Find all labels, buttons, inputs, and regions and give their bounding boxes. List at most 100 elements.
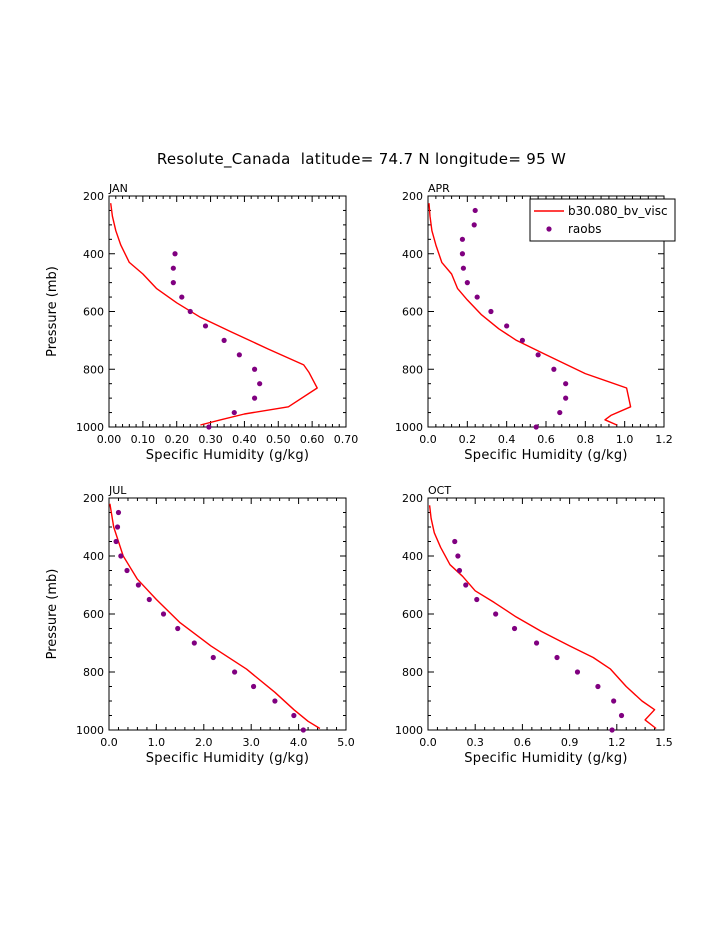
panel-jan: JAN 0.00 0.10 0.20 0.30 0.40 0.50 0.60 0.70 200 40… — [45, 182, 358, 463]
obs-point — [563, 395, 569, 401]
y-tick-label: 800 — [402, 666, 423, 679]
obs-point — [170, 280, 176, 286]
x-axis-label: Specific Humidity (g/kg) — [464, 751, 628, 766]
x-tick-label: 1.5 — [655, 736, 673, 749]
x-tick-label: 0.20 — [164, 433, 189, 446]
obs-point — [175, 625, 181, 632]
y-tick-label: 1000 — [395, 724, 423, 737]
y-tick-label: 400 — [402, 550, 423, 563]
panel-jul: JUL 0.0 1.0 2.0 3.0 4.0 5.0 200 400 600 800 1000 Spe… — [45, 484, 355, 766]
obs-point — [179, 294, 185, 300]
x-tick-label: 0.00 — [97, 433, 122, 446]
panel-label: APR — [428, 182, 450, 195]
obs-point — [535, 352, 541, 358]
obs-point — [455, 553, 461, 559]
y-axis-label: Pressure (mb) — [45, 569, 60, 660]
plot-frame — [427, 497, 665, 731]
y-axis-label: Pressure (mb) — [45, 266, 60, 357]
obs-point — [300, 727, 306, 733]
model-series-line — [110, 203, 318, 426]
y-tick-label: 800 — [83, 363, 104, 376]
panel-label: OCT — [428, 484, 451, 497]
x-tick-label: 0.50 — [266, 433, 291, 446]
y-tick-label: 1000 — [395, 421, 423, 434]
x-tick-label: 0.6 — [514, 736, 532, 749]
x-tick-label: 0.8 — [577, 433, 595, 446]
x-tick-label: 0.40 — [232, 433, 257, 446]
x-tick-label: 5.0 — [337, 736, 355, 749]
x-tick-label: 1.0 — [148, 736, 166, 749]
legend-obs-swatch — [546, 226, 552, 232]
obs-point — [115, 509, 122, 516]
obs-point — [554, 654, 560, 661]
legend-model-label: b30.080_bv_visc — [568, 204, 668, 218]
obs-point — [221, 337, 227, 343]
obs-point — [557, 409, 563, 416]
x-tick-label: 0.9 — [561, 736, 579, 749]
obs-point — [474, 294, 480, 300]
obs-point — [474, 596, 480, 603]
x-axis-label: Specific Humidity (g/kg) — [146, 751, 310, 766]
y-tick-label: 400 — [402, 248, 423, 261]
y-tick-label: 200 — [402, 190, 423, 203]
x-tick-label: 0.6 — [537, 433, 555, 446]
y-tick-label: 200 — [83, 492, 104, 505]
obs-point — [210, 654, 216, 661]
x-tick-label: 0.30 — [198, 433, 223, 446]
obs-point — [459, 236, 466, 242]
obs-point — [511, 625, 518, 632]
obs-point — [206, 424, 212, 430]
x-tick-label: 4.0 — [290, 736, 308, 749]
obs-point — [471, 222, 477, 228]
obs-point — [170, 265, 176, 271]
obs-point — [618, 712, 625, 719]
panel-label: JAN — [108, 182, 128, 195]
obs-point — [460, 265, 466, 271]
y-tick-label: 400 — [83, 550, 104, 563]
obs-point — [595, 683, 601, 690]
obs-point — [493, 611, 499, 617]
panel-label: JUL — [108, 484, 127, 497]
x-tick-label: 0.10 — [131, 433, 156, 446]
obs-point — [452, 538, 458, 545]
obs-point — [187, 308, 193, 315]
y-tick-label: 200 — [83, 190, 104, 203]
x-tick-label: 0.0 — [100, 736, 118, 749]
plot-frame — [108, 497, 347, 731]
obs-point — [160, 611, 167, 617]
x-tick-label: 1.2 — [655, 433, 673, 446]
x-tick-label: 2.0 — [195, 736, 213, 749]
obs-point — [551, 366, 557, 372]
obs-point — [533, 424, 539, 430]
x-tick-label: 0.4 — [498, 433, 516, 446]
obs-point — [257, 381, 263, 387]
y-tick-label: 600 — [402, 608, 423, 621]
obs-point — [464, 280, 470, 286]
obs-point — [251, 366, 258, 372]
y-tick-label: 200 — [402, 492, 423, 505]
x-tick-label: 1.0 — [616, 433, 634, 446]
obs-point — [456, 567, 463, 574]
x-tick-label: 0.3 — [466, 736, 484, 749]
obs-point — [172, 251, 178, 257]
obs-point — [113, 538, 119, 545]
obs-point — [272, 698, 278, 704]
legend-obs-label: raobs — [568, 222, 602, 236]
obs-point — [202, 323, 209, 329]
legend-box — [529, 198, 676, 242]
obs-point — [563, 381, 569, 387]
obs-point — [118, 553, 124, 559]
model-series-line — [428, 505, 657, 730]
obs-point — [459, 251, 466, 257]
y-tick-label: 800 — [402, 363, 423, 376]
panel-oct: OCT 0.0 0.3 0.6 0.9 1.2 1.5 200 400 600 800 1000 Spe… — [395, 484, 673, 766]
obs-point — [609, 727, 615, 733]
y-tick-label: 600 — [83, 608, 104, 621]
obs-point — [291, 712, 297, 719]
y-tick-label: 400 — [83, 248, 104, 261]
x-tick-label: 0.2 — [459, 433, 477, 446]
obs-point — [574, 669, 581, 675]
x-tick-label: 0.70 — [334, 433, 359, 446]
